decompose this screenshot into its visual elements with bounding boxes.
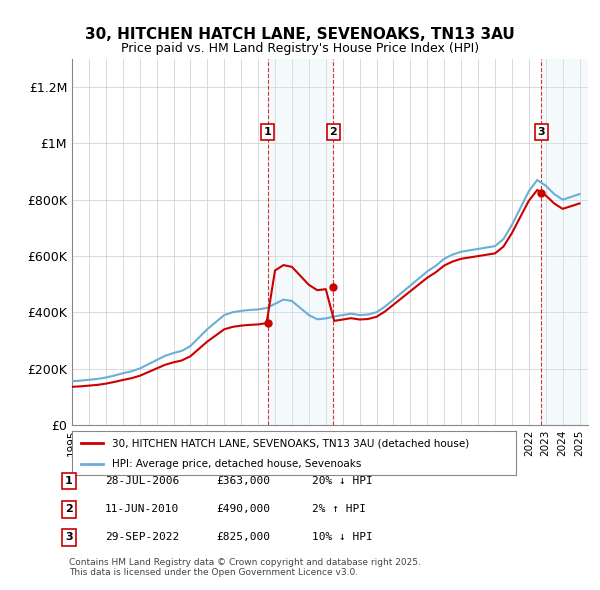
Text: 30, HITCHEN HATCH LANE, SEVENOAKS, TN13 3AU (detached house): 30, HITCHEN HATCH LANE, SEVENOAKS, TN13 … <box>112 438 469 448</box>
Text: 2: 2 <box>329 127 337 137</box>
Bar <box>268 59 333 425</box>
Text: 2% ↑ HPI: 2% ↑ HPI <box>312 504 366 514</box>
Text: £825,000: £825,000 <box>216 533 270 542</box>
Text: 1: 1 <box>65 476 73 486</box>
Bar <box>541 59 588 425</box>
Text: 3: 3 <box>538 127 545 137</box>
Text: £363,000: £363,000 <box>216 476 270 486</box>
Text: Contains HM Land Registry data © Crown copyright and database right 2025.
This d: Contains HM Land Registry data © Crown c… <box>69 558 421 577</box>
Text: 1: 1 <box>264 127 272 137</box>
Text: 10% ↓ HPI: 10% ↓ HPI <box>312 533 373 542</box>
Text: £490,000: £490,000 <box>216 504 270 514</box>
Text: 11-JUN-2010: 11-JUN-2010 <box>105 504 179 514</box>
Text: 30, HITCHEN HATCH LANE, SEVENOAKS, TN13 3AU: 30, HITCHEN HATCH LANE, SEVENOAKS, TN13 … <box>85 27 515 41</box>
Text: Price paid vs. HM Land Registry's House Price Index (HPI): Price paid vs. HM Land Registry's House … <box>121 42 479 55</box>
Text: 29-SEP-2022: 29-SEP-2022 <box>105 533 179 542</box>
Text: 2: 2 <box>65 504 73 514</box>
Text: 3: 3 <box>65 533 73 542</box>
Text: 20% ↓ HPI: 20% ↓ HPI <box>312 476 373 486</box>
Text: 28-JUL-2006: 28-JUL-2006 <box>105 476 179 486</box>
Text: HPI: Average price, detached house, Sevenoaks: HPI: Average price, detached house, Seve… <box>112 459 361 469</box>
